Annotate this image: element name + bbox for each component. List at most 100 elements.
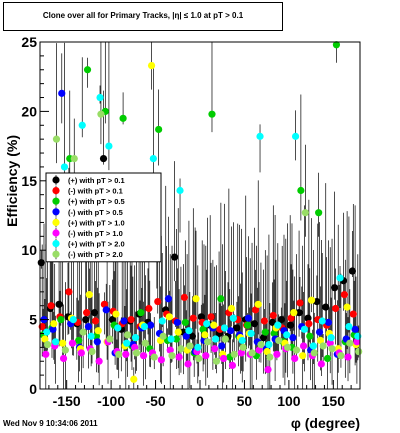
legend-label: (+) with pT > 2.0 <box>68 240 125 249</box>
data-point <box>123 331 132 339</box>
data-point <box>58 89 66 97</box>
data-point <box>83 309 91 317</box>
legend-label: (+) with pT > 0.5 <box>68 197 125 206</box>
legend-marker <box>52 240 60 248</box>
data-point <box>201 331 209 339</box>
data-point <box>351 325 359 333</box>
data-point <box>237 349 245 357</box>
legend-label: (-) with pT > 0.1 <box>68 187 123 196</box>
data-point <box>327 334 335 342</box>
data-point <box>166 346 174 354</box>
data-point <box>92 332 101 340</box>
data-point <box>174 328 182 336</box>
data-point <box>254 300 262 308</box>
data-point <box>211 335 220 343</box>
data-point <box>197 313 205 321</box>
y-tick-label: 25 <box>21 34 37 50</box>
data-point <box>264 365 272 374</box>
y-tick-label: 20 <box>21 103 37 119</box>
data-point <box>355 347 363 356</box>
data-point <box>230 350 238 358</box>
data-point <box>132 349 141 357</box>
data-point <box>287 314 295 322</box>
data-point <box>59 339 67 347</box>
data-point <box>337 352 345 360</box>
data-point <box>99 154 108 163</box>
data-point <box>317 360 325 368</box>
data-point <box>340 291 349 299</box>
data-point <box>194 343 202 351</box>
legend-marker <box>52 187 60 195</box>
data-point <box>212 357 221 365</box>
y-tick-label: 5 <box>29 312 37 328</box>
data-point <box>229 314 237 322</box>
data-point <box>69 316 77 324</box>
data-point <box>108 316 117 324</box>
data-point <box>305 320 313 328</box>
data-point <box>123 339 131 347</box>
data-point <box>192 295 200 303</box>
data-point <box>348 267 357 275</box>
x-tick-label: 100 <box>277 393 301 409</box>
data-point <box>247 329 255 338</box>
data-point <box>203 338 212 346</box>
data-point <box>297 186 305 195</box>
data-point <box>65 288 73 296</box>
data-point <box>75 336 83 345</box>
data-point <box>316 336 325 345</box>
data-point <box>159 332 167 340</box>
data-point <box>315 328 324 336</box>
data-point <box>266 353 274 361</box>
data-point <box>172 335 181 343</box>
data-point <box>157 356 165 364</box>
data-point <box>84 322 93 331</box>
axis-ticks: -150 -100 -50 0 50 100 150 0 5 10 15 20 25 <box>21 34 352 409</box>
timestamp-label: Wed Nov 9 10:34:06 2011 <box>3 419 98 428</box>
x-tick-label: -100 <box>97 393 125 409</box>
data-point <box>181 318 189 326</box>
data-point <box>315 209 323 217</box>
data-point <box>203 320 211 328</box>
data-point <box>219 354 228 363</box>
data-point <box>91 309 99 317</box>
data-point <box>149 154 157 163</box>
data-point <box>85 291 93 299</box>
data-point <box>70 154 78 163</box>
data-point <box>328 345 336 353</box>
data-point <box>221 335 229 343</box>
data-point <box>168 352 176 360</box>
data-point <box>55 300 63 308</box>
data-point <box>331 304 340 313</box>
data-point <box>47 302 55 310</box>
data-point <box>95 357 103 365</box>
data-point <box>269 311 277 320</box>
data-point <box>88 347 96 356</box>
y-tick-label: 15 <box>21 173 37 189</box>
data-point <box>154 297 162 306</box>
data-point <box>296 299 304 307</box>
data-point <box>158 317 166 325</box>
data-point <box>115 350 123 358</box>
data-point <box>346 339 354 347</box>
data-point <box>202 352 210 360</box>
data-point <box>309 342 317 350</box>
data-point <box>106 335 114 343</box>
data-point <box>260 317 269 325</box>
data-point <box>310 349 318 357</box>
legend-label: (+) with pT > 1.0 <box>68 218 125 227</box>
data-point <box>318 317 326 325</box>
data-point <box>114 324 122 332</box>
data-point <box>274 321 282 329</box>
data-point <box>87 332 95 340</box>
data-point <box>195 354 203 363</box>
data-point <box>259 334 268 342</box>
data-point <box>227 304 236 313</box>
data-point <box>218 342 226 350</box>
data-point <box>332 41 341 49</box>
data-point <box>326 339 334 347</box>
data-point <box>345 322 353 331</box>
data-point <box>171 253 179 261</box>
data-point <box>51 338 60 346</box>
data-point <box>43 340 52 349</box>
